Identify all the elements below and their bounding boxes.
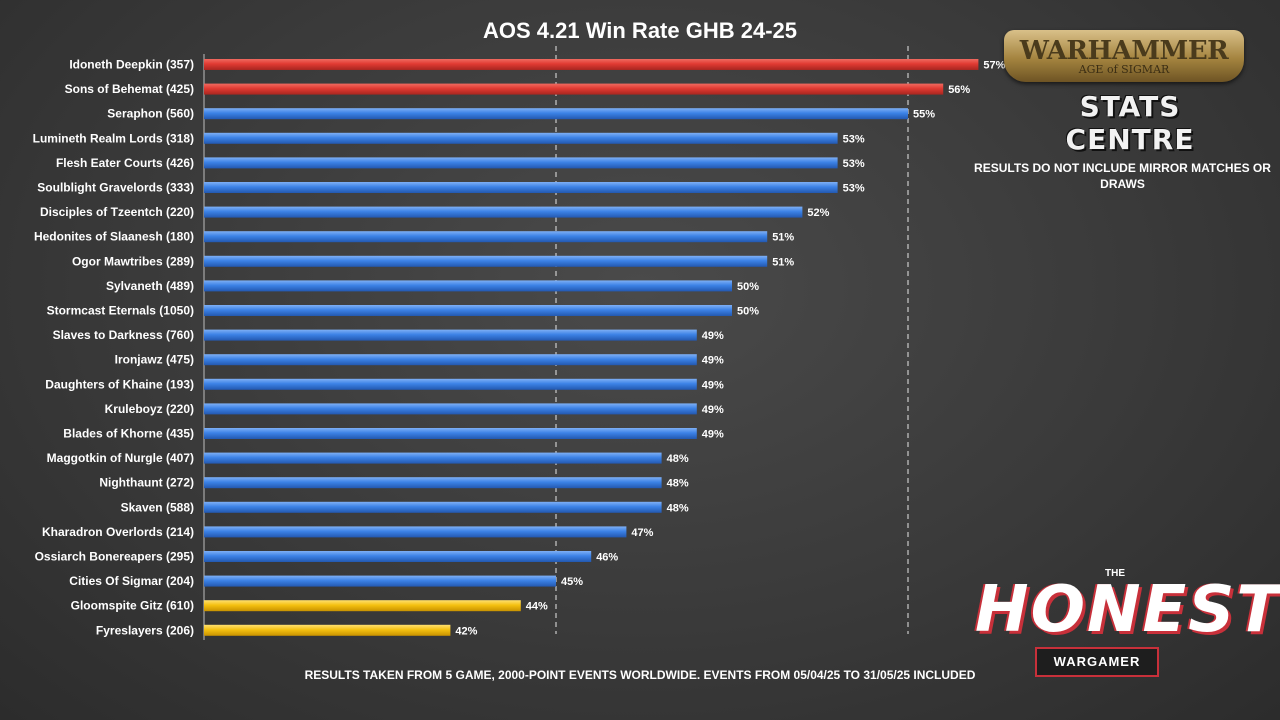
- value-label-6: 52%: [807, 207, 829, 219]
- bar-21: [204, 575, 556, 587]
- bar-6: [204, 206, 803, 218]
- category-label-22: Gloomspite Gitz (610): [71, 599, 194, 613]
- value-label-20: 46%: [596, 552, 618, 564]
- bar-2: [204, 108, 908, 120]
- bar-18: [204, 501, 662, 513]
- value-label-8: 51%: [772, 256, 794, 268]
- bar-14: [204, 403, 697, 415]
- bar-11: [204, 329, 697, 341]
- category-label-19: Kharadron Overlords (214): [42, 525, 194, 539]
- value-label-2: 55%: [913, 109, 935, 121]
- bar-19: [204, 526, 627, 538]
- bar-17: [204, 477, 662, 489]
- category-label-7: Hedonites of Slaanesh (180): [34, 230, 194, 244]
- category-label-6: Disciples of Tzeentch (220): [40, 205, 194, 219]
- bar-10: [204, 305, 732, 316]
- category-label-21: Cities Of Sigmar (204): [69, 574, 194, 588]
- bar-23: [204, 624, 451, 636]
- value-label-1: 56%: [948, 84, 970, 96]
- category-label-8: Ogor Mawtribes (289): [72, 254, 194, 268]
- category-label-20: Ossiarch Bonereapers (295): [35, 550, 194, 564]
- value-label-9: 50%: [737, 281, 759, 293]
- logo-warhammer-text: WARHAMMER: [1019, 36, 1229, 66]
- value-label-16: 48%: [667, 453, 689, 465]
- logo-wargamer-badge: WARGAMER: [1035, 647, 1159, 677]
- bar-1: [204, 83, 944, 95]
- value-label-17: 48%: [667, 478, 689, 490]
- category-label-2: Seraphon (560): [107, 107, 194, 121]
- value-label-4: 53%: [843, 158, 865, 170]
- logo-banner: [1004, 30, 1244, 82]
- category-label-5: Soulblight Gravelords (333): [37, 181, 194, 195]
- value-label-21: 45%: [561, 576, 583, 588]
- category-label-9: Sylvaneth (489): [106, 279, 194, 293]
- category-label-16: Maggotkin of Nurgle (407): [47, 451, 194, 465]
- bar-7: [204, 231, 768, 243]
- value-label-5: 53%: [843, 183, 865, 195]
- bar-5: [204, 182, 838, 193]
- category-label-23: Fyreslayers (206): [96, 623, 194, 637]
- category-label-10: Stormcast Eternals (1050): [47, 304, 194, 318]
- category-label-1: Sons of Behemat (425): [65, 82, 194, 96]
- bar-13: [204, 378, 697, 390]
- category-label-18: Skaven (588): [121, 500, 194, 514]
- category-label-15: Blades of Khorne (435): [63, 427, 194, 441]
- chart-title: AOS 4.21 Win Rate GHB 24-25: [482, 18, 797, 43]
- value-label-14: 49%: [702, 404, 724, 416]
- value-label-0: 57%: [983, 60, 1005, 72]
- footer-note: RESULTS TAKEN FROM 5 GAME, 2000-POINT EV…: [304, 668, 976, 682]
- category-label-4: Flesh Eater Courts (426): [56, 156, 194, 170]
- bar-15: [204, 428, 697, 439]
- category-label-0: Idoneth Deepkin (357): [69, 58, 194, 72]
- bar-0: [204, 59, 979, 70]
- category-label-17: Nighthaunt (272): [99, 476, 194, 490]
- bar-12: [204, 354, 697, 366]
- value-label-22: 44%: [526, 601, 548, 613]
- value-label-11: 49%: [702, 330, 724, 342]
- category-label-3: Lumineth Realm Lords (318): [33, 131, 194, 145]
- category-label-12: Ironjawz (475): [115, 353, 194, 367]
- logo-honest-text: HONEST: [975, 573, 1280, 647]
- category-label-14: Kruleboyz (220): [105, 402, 194, 416]
- value-label-3: 53%: [843, 133, 865, 145]
- category-label-11: Slaves to Darkness (760): [53, 328, 194, 342]
- value-label-10: 50%: [737, 306, 759, 318]
- value-label-13: 49%: [702, 379, 724, 391]
- category-label-13: Daughters of Khaine (193): [45, 377, 194, 391]
- value-label-7: 51%: [772, 232, 794, 244]
- value-label-15: 49%: [702, 429, 724, 441]
- bar-8: [204, 255, 768, 267]
- value-label-23: 42%: [455, 625, 477, 637]
- bar-3: [204, 132, 838, 144]
- bar-16: [204, 452, 662, 464]
- honest-wargamer-logo: THE HONEST WARGAMER: [975, 565, 1280, 690]
- value-label-12: 49%: [702, 355, 724, 367]
- bar-9: [204, 280, 732, 292]
- warhammer-stats-centre-logo: WARHAMMER AGE of SIGMAR STATS CENTRE: [1000, 26, 1250, 156]
- logo-the-text: THE: [1105, 568, 1125, 579]
- logo-aos-text: AGE of SIGMAR: [1078, 63, 1170, 76]
- bar-20: [204, 551, 592, 562]
- results-note: RESULTS DO NOT INCLUDE MIRROR MATCHES OR…: [974, 161, 1271, 191]
- value-label-18: 48%: [667, 502, 689, 514]
- value-label-19: 47%: [631, 527, 653, 539]
- logo-stats-centre-text: STATS CENTRE: [1065, 90, 1195, 156]
- bar-4: [204, 157, 838, 169]
- bar-22: [204, 600, 521, 612]
